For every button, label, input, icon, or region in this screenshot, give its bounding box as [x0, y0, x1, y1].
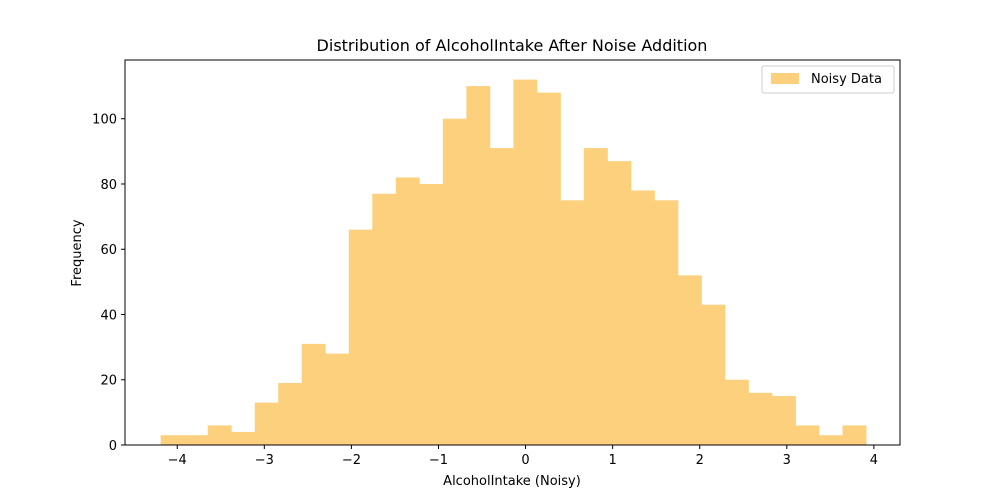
x-axis-label: AlcoholIntake (Noisy): [443, 474, 581, 489]
histogram-bar: [301, 343, 326, 445]
histogram-bar: [325, 353, 350, 445]
x-tick-label: −4: [168, 453, 187, 468]
legend: Noisy Data: [761, 65, 895, 94]
y-axis-label: Frequency: [70, 219, 85, 286]
histogram-bar: [607, 161, 632, 445]
x-tick-label: 3: [783, 453, 791, 468]
histogram-bar: [466, 86, 491, 445]
histogram-bar: [819, 435, 843, 445]
y-tick-label: 80: [100, 178, 117, 193]
histogram-bar: [560, 200, 585, 445]
histogram-bar: [278, 383, 303, 445]
histogram-bar: [654, 200, 679, 445]
histogram-bar: [842, 425, 867, 445]
histogram-bar: [677, 275, 702, 445]
histogram-bar: [536, 92, 561, 445]
legend-label: Noisy Data: [811, 72, 882, 87]
histogram-bar: [583, 148, 608, 445]
y-tick-label: 40: [100, 308, 117, 323]
plot-frame: [124, 59, 901, 446]
histogram-bar: [724, 379, 749, 445]
histogram-bar: [771, 396, 796, 445]
histogram-bar: [630, 190, 655, 445]
x-tick-label: 2: [696, 453, 704, 468]
histogram-bar: [748, 392, 773, 445]
histogram-bar: [207, 425, 232, 445]
histogram-bar: [442, 118, 467, 445]
histogram-bar: [419, 183, 444, 446]
histogram-bar: [231, 431, 256, 445]
x-tick-label: 1: [608, 453, 616, 468]
histogram-bar: [160, 435, 185, 445]
x-tick-label: −2: [342, 453, 361, 468]
histogram-bar: [701, 304, 726, 445]
histogram-bar: [795, 425, 820, 445]
x-tick-label: −1: [429, 453, 448, 468]
y-tick-label: 100: [92, 113, 117, 128]
histogram-bar: [254, 402, 279, 445]
histogram-bar: [513, 79, 538, 445]
x-tick-label: 4: [870, 453, 878, 468]
y-tick-label: 20: [100, 374, 117, 389]
histogram-bar: [395, 177, 420, 445]
bars-layer: [160, 79, 867, 446]
chart-title: Distribution of AlcoholIntake After Nois…: [317, 36, 708, 55]
legend-box: [761, 65, 895, 94]
y-tick-label: 60: [100, 243, 117, 258]
histogram-bar: [348, 229, 373, 445]
x-tick-label: 0: [521, 453, 529, 468]
y-tick-label: 0: [109, 439, 117, 454]
x-tick-label: −3: [255, 453, 274, 468]
histogram-bar: [372, 193, 397, 445]
histogram-bar: [489, 148, 514, 445]
legend-swatch: [771, 73, 799, 84]
histogram-bar: [184, 435, 209, 445]
